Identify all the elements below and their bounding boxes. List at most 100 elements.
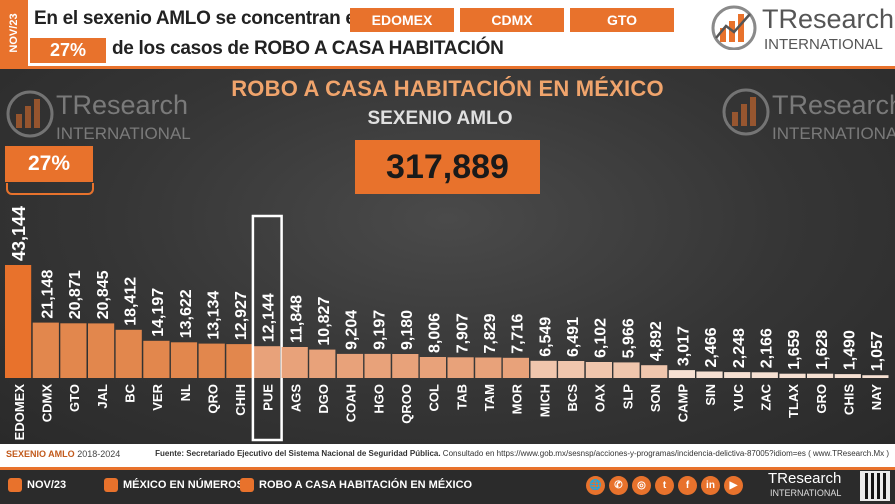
value-label-yuc: 2,248 (731, 328, 748, 368)
category-label-tlax: TLAX (786, 384, 801, 418)
category-label-pue: PUE (261, 384, 276, 411)
watermark-logo-right-subtext: INTERNATIONAL (772, 124, 895, 143)
value-label-jal: 20,845 (95, 270, 112, 319)
state-chip-gto: GTO (570, 8, 674, 32)
value-label-mor: 7,716 (510, 314, 527, 354)
bar-tlax (779, 373, 806, 378)
category-label-camp: CAMP (676, 384, 691, 423)
bar-oax (585, 362, 612, 378)
bar-ags (281, 347, 308, 378)
category-label-chis: CHIS (842, 384, 857, 415)
bar-nay (862, 375, 889, 378)
bar-qroo (392, 354, 419, 378)
category-label-tab: TAB (454, 384, 469, 410)
footer-logo-text: TResearch (768, 470, 842, 487)
bar-edomex (5, 265, 32, 378)
value-label-camp: 3,017 (676, 326, 693, 366)
state-chip-cdmx: CDMX (460, 8, 564, 32)
category-label-qroo: QROO (399, 384, 414, 424)
footer-section: MÉXICO EN NÚMEROS (104, 478, 244, 492)
watermark-logo-left-subtext: INTERNATIONAL (56, 124, 191, 143)
category-label-hgo: HGO (371, 384, 386, 414)
bar-col (419, 357, 446, 378)
source-citation-url: Consultado en https://www.gob.mx/sesnsp/… (442, 449, 889, 458)
bar-coah (336, 353, 364, 378)
category-label-qro: QRO (205, 384, 220, 414)
bar-ver (143, 340, 170, 378)
bar-mor (502, 357, 529, 378)
value-label-ver: 14,197 (150, 288, 167, 337)
logo-chart-icon (711, 5, 757, 51)
watermark-logo-right-text: TResearch (772, 90, 895, 120)
footer-section-label: MÉXICO EN NÚMEROS (123, 478, 245, 491)
facebook-icon[interactable]: f (678, 476, 697, 495)
footer-date: NOV/23 (8, 478, 66, 492)
bar-son (641, 365, 668, 378)
category-label-ags: AGS (288, 384, 303, 413)
category-label-bcs: BCS (565, 384, 580, 412)
chart-subtitle: SEXENIO AMLO (367, 108, 513, 129)
calendar-icon (8, 478, 22, 492)
value-label-bc: 18,412 (123, 277, 140, 326)
bar-chih (226, 344, 253, 378)
footer-topic-label: ROBO A CASA HABITACIÓN EN MÉXICO (259, 478, 473, 491)
value-label-coah: 9,204 (344, 310, 361, 350)
category-label-ver: VER (150, 383, 165, 410)
footer-topic: ROBO A CASA HABITACIÓN EN MÉXICO (240, 478, 472, 492)
source-bar (0, 444, 895, 467)
value-label-qroo: 9,180 (399, 310, 416, 350)
category-label-sin: SIN (703, 384, 718, 406)
bar-sin (696, 371, 723, 378)
value-label-gro: 1,628 (814, 330, 831, 370)
qr-code-icon (860, 471, 890, 501)
category-label-gro: GRO (814, 384, 829, 414)
category-label-gto: GTO (67, 384, 82, 412)
period-years: 2018-2024 (77, 449, 121, 459)
value-label-bcs: 6,491 (565, 317, 582, 357)
bar-mich (530, 360, 557, 378)
bar-chis (834, 374, 861, 378)
web-icon[interactable]: 🌐 (586, 476, 605, 495)
category-label-edomex: EDOMEX (12, 384, 27, 441)
category-label-nay: NAY (869, 384, 884, 411)
value-label-pue: 12,144 (261, 293, 278, 342)
watermark-logo-left-text: TResearch (56, 90, 189, 120)
category-label-zac: ZAC (759, 383, 774, 410)
value-label-son: 4,892 (648, 321, 665, 361)
period-label: SEXENIO AMLO 2018-2024 (6, 449, 120, 459)
bar-bcs (558, 361, 585, 378)
category-label-yuc: YUC (731, 383, 746, 411)
bar-jal (88, 323, 115, 378)
category-label-jal: JAL (95, 384, 110, 409)
headline-line2: de los casos de ROBO A CASA HABITACIÓN (112, 38, 504, 59)
bar-tab (447, 357, 474, 378)
value-label-oax: 6,102 (593, 318, 610, 358)
linkedin-icon[interactable]: in (701, 476, 720, 495)
bar-qro (198, 343, 225, 378)
twitter-icon[interactable]: t (655, 476, 674, 495)
bar-slp (613, 362, 640, 378)
value-label-chih: 12,927 (233, 291, 250, 340)
value-label-gto: 20,871 (67, 270, 84, 319)
youtube-icon[interactable]: ▶ (724, 476, 743, 495)
category-label-mor: MOR (510, 383, 525, 414)
footer-logo-subtext: INTERNATIONAL (770, 488, 842, 498)
header-divider (0, 66, 895, 69)
watermark-chart-icon-right (722, 88, 770, 136)
house-icon (240, 478, 254, 492)
value-label-tlax: 1,659 (786, 330, 803, 370)
instagram-icon[interactable]: ◎ (632, 476, 651, 495)
bar-yuc (724, 372, 751, 378)
bar-gro (807, 373, 834, 378)
category-label-dgo: DGO (316, 384, 331, 414)
value-label-slp: 5,966 (620, 318, 637, 358)
category-label-son: SON (648, 384, 663, 412)
phone-icon[interactable]: ✆ (609, 476, 628, 495)
header-logo-text: TResearch (762, 4, 895, 34)
value-label-zac: 2,166 (759, 328, 776, 368)
value-label-sin: 2,466 (703, 327, 720, 367)
value-label-ags: 11,848 (288, 295, 305, 343)
watermark-logo-right (720, 86, 772, 143)
footer-bar (0, 467, 895, 504)
highlight-box-pue (251, 214, 283, 442)
